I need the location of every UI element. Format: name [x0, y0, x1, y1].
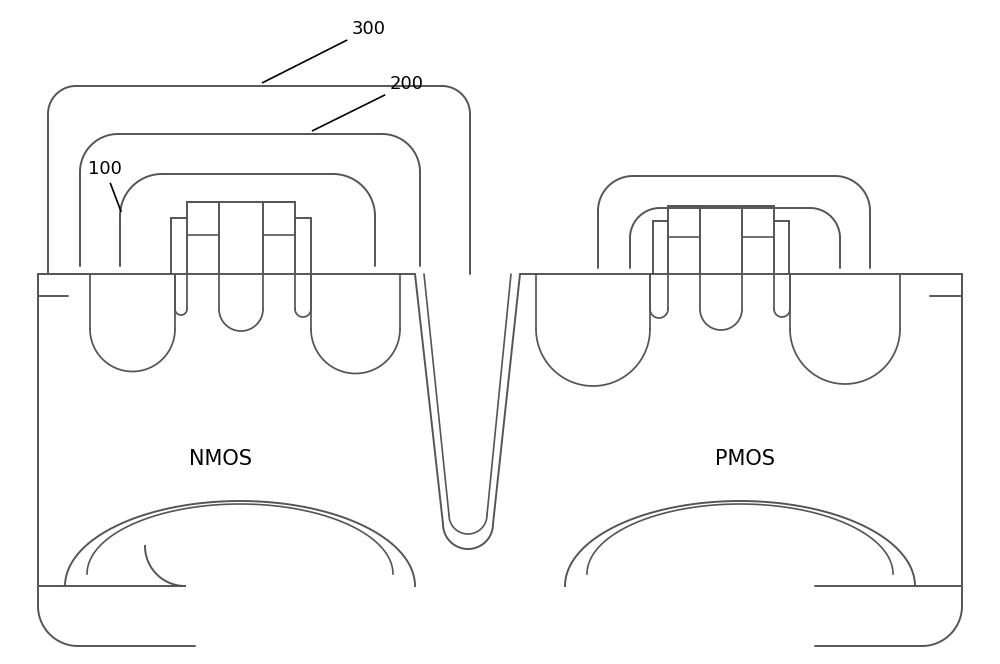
Text: 300: 300 [262, 20, 386, 83]
Text: PMOS: PMOS [715, 449, 775, 469]
Text: NMOS: NMOS [189, 449, 252, 469]
Text: 100: 100 [88, 160, 122, 211]
Text: 200: 200 [312, 75, 424, 131]
